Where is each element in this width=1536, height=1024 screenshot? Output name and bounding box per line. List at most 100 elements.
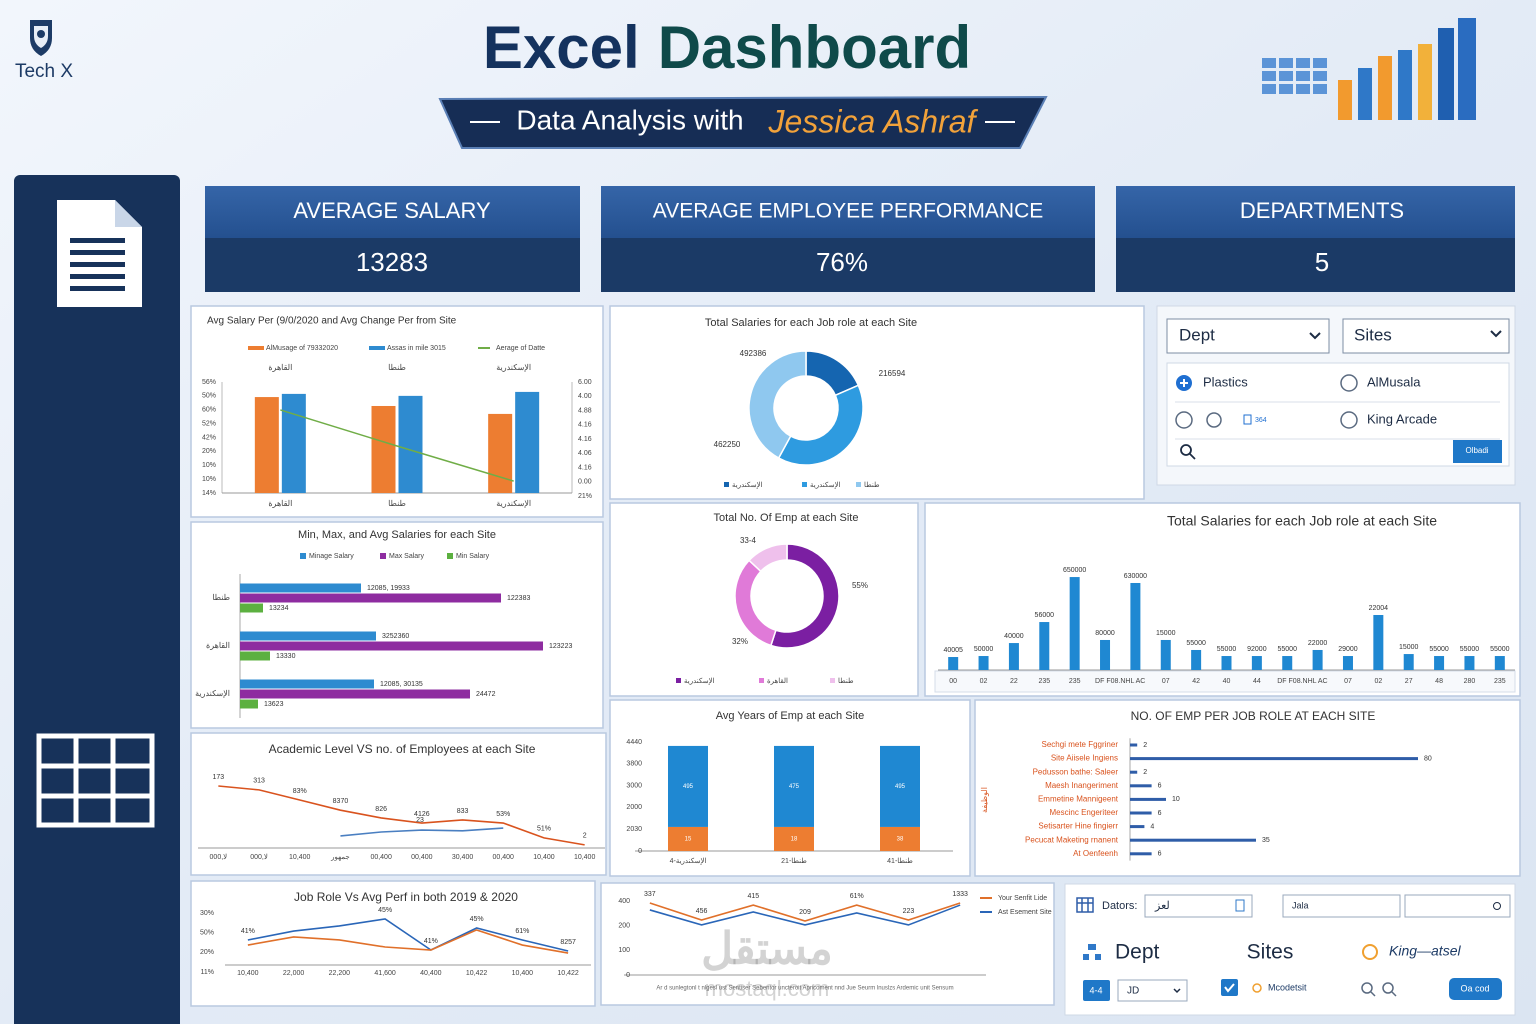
data-label: 216594 [879,369,906,378]
x-tick-label: 10,400 [533,854,555,861]
y-tick-label: 10% [202,476,216,483]
radio-mark [1180,379,1188,387]
x-tick-label: القاهرة [268,499,292,508]
y-tick-label: 56% [202,379,216,386]
kpi-card: AVERAGE EMPLOYEE PERFORMANCE 76% [601,186,1095,292]
donut-slice [769,543,840,649]
y-tick-label: Pecucat Maketing rnanent [1025,835,1119,844]
bar [1191,649,1202,670]
x-tick-label: 27 [1405,678,1413,685]
x-tick-label: جمهور [330,854,350,861]
dept-dropdown[interactable] [1166,318,1330,354]
search-icon[interactable] [1180,444,1196,460]
checkbox[interactable] [1221,979,1238,996]
date-input[interactable] [1144,894,1253,918]
radio[interactable] [1340,411,1358,429]
x-tick-label: DF F08.NHL AC [1095,678,1145,685]
data-label: 313 [253,778,265,785]
line-series [247,918,569,952]
data-label: 15000 [1156,630,1176,637]
x-tick-label: 00,400 [411,854,433,861]
radio[interactable] [1206,412,1222,428]
search-icons[interactable] [1361,982,1397,997]
bar-segment [774,826,814,851]
x-tick-label: 41,600 [374,970,396,977]
data-label: 56000 [1035,612,1055,619]
radio[interactable] [1175,411,1193,429]
y-tick-label: 4440 [626,739,642,746]
chart-title: Job Role Vs Avg Perf in both 2019 & 2020 [294,890,518,904]
data-label: 826 [375,806,387,813]
y2-tick-label: 4.88 [578,407,592,414]
y-tick-label: 52% [202,420,216,427]
data-label: 92000 [1247,646,1267,653]
bar [240,603,263,613]
x-tick-label: 40 [1223,678,1231,685]
legend-label: طنطا [864,481,880,489]
subtitle: Data Analysis with [516,104,743,135]
option-label: AlMusala [1367,374,1421,389]
x-tick-label: DF F08.NHL AC [1277,678,1327,685]
data-label: 55000 [1460,646,1480,653]
radio[interactable] [1340,374,1358,392]
line-series [218,785,585,846]
data-label: 4 [1150,823,1154,830]
legend-swatch [447,553,453,559]
y-tick-label: Sechgi mete Fggriner [1042,740,1119,749]
data-label: 462250 [714,440,741,449]
select[interactable] [1117,979,1188,1002]
x-tick-label: الإسكندرية [496,499,531,508]
x-tick-label: 40,400 [420,970,442,977]
line-series [247,929,569,954]
x-tick-label: طنطا [388,499,406,508]
data-label: 61% [850,893,864,900]
table-icon[interactable] [36,733,155,828]
kpi-title: AVERAGE EMPLOYEE PERFORMANCE [653,200,1044,223]
sites-heading: Sites [1247,941,1294,964]
bar [515,391,540,493]
line-series [280,409,514,482]
bar [1403,654,1414,670]
line-series [649,904,961,926]
x-tick-label: 22,000 [283,970,305,977]
select-input[interactable] [1404,894,1511,918]
y2-tick-label: 4.16 [578,422,592,429]
button-label: Oa cod [1460,983,1489,993]
data-label: 55000 [1186,640,1206,647]
bar [240,689,470,699]
y-tick-label: 11% [201,969,215,976]
data-label: 55000 [1217,646,1237,653]
data-label: 475 [789,784,800,790]
x-tick-label: 10,400 [237,970,259,977]
bar [281,393,306,493]
data-label: 223 [903,908,915,915]
x-tick-label: طنطا-41 [887,857,913,865]
data-label: 15000 [1399,644,1419,651]
bar [1130,852,1152,856]
data-label: 50000 [974,646,994,653]
action-button[interactable] [1449,978,1502,1000]
document-icon[interactable] [57,200,142,307]
text-input[interactable] [1282,894,1401,918]
x-tick-label: 235 [1494,678,1506,685]
chart-title: NO. OF EMP PER JOB ROLE AT EACH SITE [1131,709,1376,723]
data-label: 6 [1158,783,1162,790]
bar [398,395,423,493]
data-label: 456 [696,908,708,915]
y2-tick-label: 4.06 [578,450,592,457]
data-label: 3252360 [382,633,409,640]
legend-swatch [369,346,385,350]
bar [1039,622,1050,670]
bar [1312,649,1323,670]
badge[interactable] [1083,980,1110,1001]
x-tick-label: 235 [1069,678,1081,685]
y-tick-label: Emmetine Mannigeent [1038,795,1119,804]
dropdown-label: Dept [1179,325,1215,344]
search-button[interactable] [1453,440,1502,463]
chevron [1173,988,1181,994]
input-text: Jala [1292,900,1309,910]
data-label: 492386 [740,349,767,358]
sites-dropdown[interactable] [1342,318,1510,354]
bar [1130,784,1152,788]
data-label: 40005 [943,647,963,654]
